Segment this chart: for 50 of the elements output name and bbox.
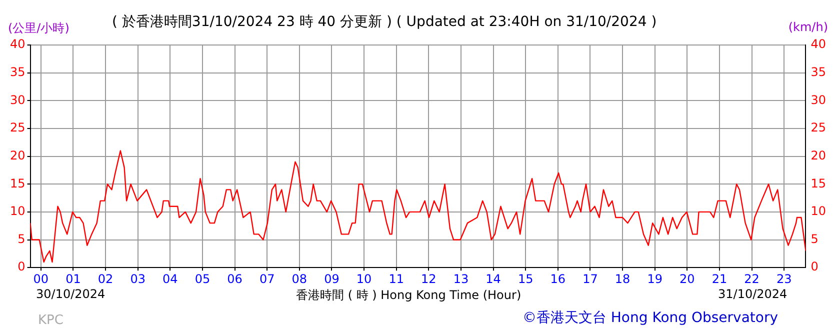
chart-title: ( 於香港時間31/10/2024 23 時 40 分更新 ) ( Updated at 23:40H on 31/10/2024 ) <box>112 13 657 31</box>
y2-tick-label: 40 <box>810 37 826 52</box>
x-tick-label: 08 <box>292 272 308 286</box>
x-tick-label: 13 <box>453 272 469 286</box>
text: 31/10/2024 <box>718 287 788 301</box>
y2-tick-label: 15 <box>810 176 826 190</box>
x-tick-label: 01 <box>66 272 81 286</box>
x-tick-label: 10 <box>356 272 372 286</box>
y-tick-label: 35 <box>10 64 26 79</box>
y-axis-title: (公里/小時) <box>8 20 70 37</box>
x-tick-label: 14 <box>486 272 501 286</box>
text: KPC <box>38 313 64 328</box>
x-tick-label: 12 <box>421 272 436 286</box>
y-tick-label: 5 <box>18 232 26 246</box>
y2-tick-label: 0 <box>810 260 818 274</box>
x-tick-label: 07 <box>259 272 275 286</box>
text: ©香港天文台 Hong Kong Observatory <box>522 309 778 327</box>
x-tick-label: 15 <box>518 272 534 286</box>
x-tick-label: 02 <box>98 272 114 286</box>
y-tick-label: 10 <box>10 204 26 218</box>
text: 30/10/2024 <box>36 287 106 301</box>
x-tick-label: 00 <box>33 272 49 286</box>
x-tick-label: 23 <box>776 272 792 286</box>
x-tick-label: 19 <box>647 272 662 286</box>
y-tick-label: 40 <box>10 37 26 52</box>
y-tick-label: 25 <box>10 120 26 135</box>
x-tick-label: 20 <box>680 272 695 286</box>
x-tick-label: 22 <box>744 272 760 286</box>
y-tick-label: 15 <box>10 176 26 190</box>
x-tick-label: 21 <box>712 272 728 286</box>
x-tick-label: 04 <box>162 272 178 286</box>
x-tick-label: 05 <box>194 272 210 286</box>
x-tick-label: 11 <box>388 272 404 286</box>
y2-axis-title: (km/h) <box>788 20 828 34</box>
y2-tick-label: 10 <box>810 204 826 218</box>
x-tick-label: 06 <box>227 272 242 286</box>
y-tick-label: 20 <box>10 148 26 162</box>
y-tick-label: 0 <box>18 260 26 274</box>
x-tick-label: 03 <box>130 272 146 286</box>
x-tick-label: 16 <box>550 272 566 286</box>
y2-tick-label: 25 <box>810 120 826 135</box>
y2-tick-label: 30 <box>810 92 826 107</box>
x-tick-label: 09 <box>324 272 340 286</box>
x-axis-title: 香港時間 ( 時 ) Hong Kong Time (Hour) <box>296 287 522 304</box>
y-tick-label: 30 <box>10 92 26 107</box>
y2-tick-label: 5 <box>810 232 818 246</box>
x-tick-label: 18 <box>614 272 630 286</box>
y2-tick-label: 35 <box>810 64 826 79</box>
x-tick-label: 17 <box>582 272 598 286</box>
y2-tick-label: 20 <box>810 148 826 162</box>
